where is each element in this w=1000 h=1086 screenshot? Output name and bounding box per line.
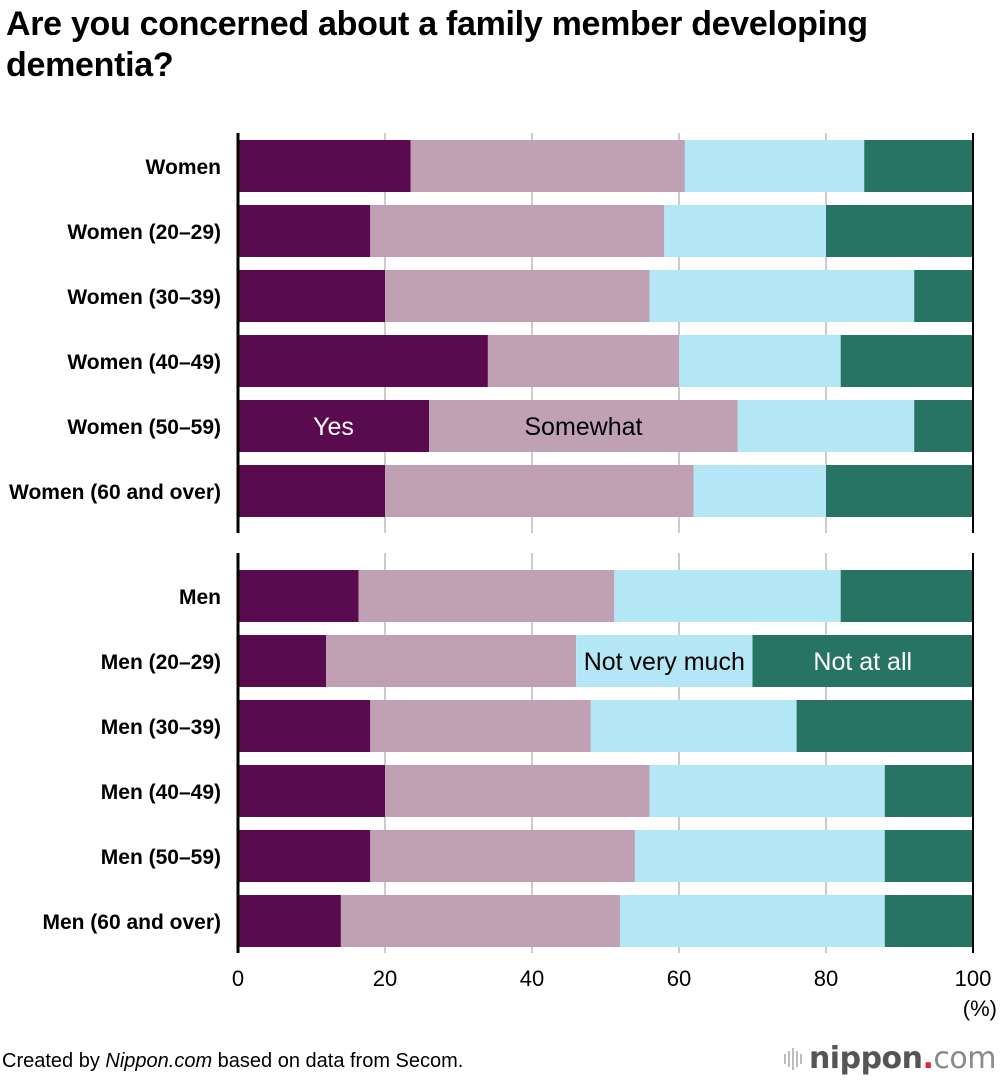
bar-segment-somewhat [370, 205, 665, 257]
bar-segment-yes [238, 205, 371, 257]
bar-segment-yes [238, 335, 488, 387]
bar-row [238, 635, 973, 687]
bar-segment-not-very-much [634, 830, 885, 882]
bar-segment-not-very-much [679, 335, 841, 387]
bar-segment-not-at-all [826, 205, 973, 257]
category-label: Women (40–49) [67, 351, 221, 374]
bar-segment-not-very-much [737, 400, 915, 452]
bar-segment-not-at-all [840, 335, 973, 387]
bar-segment-not-at-all [884, 830, 973, 882]
x-tick-label: 60 [667, 966, 691, 991]
bar-segment-yes [238, 570, 359, 622]
x-tick-label: 0 [232, 966, 244, 991]
bar-segment-not-at-all [796, 700, 973, 752]
sound-wave-icon [783, 1047, 802, 1070]
bar-segment-not-at-all [864, 140, 973, 192]
bar-segment-not-very-much [620, 895, 885, 947]
x-tick-labels: 0 20 40 60 80 100 (%) [232, 966, 997, 1021]
logo-dot: . [922, 1041, 934, 1076]
bar-segment-yes [238, 765, 385, 817]
credit-source-name: Nippon.com [105, 1050, 213, 1072]
bar-row [238, 335, 973, 387]
bar-segment-somewhat [385, 270, 650, 322]
bar-segment-not-very-much [576, 635, 753, 687]
legend-label-not-very-much: Not very much [584, 648, 745, 676]
credit-suffix: based on data from Secom. [212, 1050, 464, 1072]
bar-row [238, 765, 973, 817]
bar-segment-not-at-all [914, 400, 973, 452]
bar-row [238, 830, 973, 882]
bar-segment-yes [238, 270, 385, 322]
category-label: Men (50–59) [101, 846, 221, 869]
x-unit-label: (%) [963, 996, 997, 1021]
legend-label-not-at-all: Not at all [813, 648, 912, 676]
bar-segment-not-very-much [649, 270, 915, 322]
bar-segment-somewhat [385, 765, 650, 817]
x-tick-label: 100 [955, 966, 992, 991]
bar-segment-somewhat [326, 635, 577, 687]
bar-segment-yes [238, 400, 430, 452]
bar-row [238, 140, 973, 192]
nippon-logo: nippon.com [783, 1041, 996, 1076]
bar-row [238, 570, 973, 622]
bar-segment-yes [238, 465, 385, 517]
bar-row [238, 700, 973, 752]
bar-segment-not-at-all [884, 765, 973, 817]
bar-segment-not-very-much [649, 765, 885, 817]
category-label: Men (60 and over) [42, 911, 221, 934]
bar-row [238, 895, 973, 947]
bar-segment-not-very-much [693, 465, 826, 517]
logo-name: nippon [808, 1041, 923, 1076]
source-credit: Created by Nippon.com based on data from… [2, 1050, 463, 1073]
category-label: Women (30–39) [67, 286, 221, 309]
bar-segment-not-at-all [914, 270, 973, 322]
bar-segment-not-very-much [684, 140, 865, 192]
bar-row [238, 270, 973, 322]
legend-label-somewhat: Somewhat [524, 413, 642, 441]
bar-segment-yes [238, 635, 327, 687]
category-label: Men (40–49) [101, 781, 221, 804]
x-tick-label: 40 [520, 966, 544, 991]
bar-segment-somewhat [385, 465, 694, 517]
bar-row [238, 205, 973, 257]
bar-segment-somewhat [370, 700, 591, 752]
category-label: Women [146, 156, 221, 179]
x-tick-label: 20 [373, 966, 397, 991]
bar-segment-yes [238, 895, 341, 947]
bars [238, 140, 973, 947]
category-label: Women (20–29) [67, 221, 221, 244]
bar-segment-somewhat [358, 570, 615, 622]
bar-segment-yes [238, 700, 371, 752]
bar-segment-not-at-all [826, 465, 973, 517]
category-label: Women (60 and over) [9, 481, 221, 504]
logo-tld: com [933, 1041, 996, 1076]
category-label: Men (20–29) [101, 651, 221, 674]
category-label: Women (50–59) [67, 416, 221, 439]
category-label: Men (30–39) [101, 716, 221, 739]
bar-segment-not-at-all [752, 635, 973, 687]
bar-segment-somewhat [370, 830, 635, 882]
axes [236, 133, 974, 953]
bar-segment-not-very-much [664, 205, 826, 257]
bar-segment-not-very-much [614, 570, 841, 622]
bar-segment-somewhat [429, 400, 738, 452]
bar-segment-somewhat [487, 335, 679, 387]
bar-segment-somewhat [340, 895, 621, 947]
credit-prefix: Created by [2, 1050, 106, 1072]
bar-row [238, 465, 973, 517]
category-labels: Women Women (20–29) Women (30–39) Women (40… [9, 156, 221, 934]
inline-legend: Yes Somewhat Not very much Not at all [313, 413, 912, 676]
bar-segment-somewhat [410, 140, 685, 192]
bar-segment-not-at-all [884, 895, 973, 947]
bar-segment-yes [238, 140, 411, 192]
bar-segment-yes [238, 830, 371, 882]
chart-title: Are you concerned about a family member … [6, 5, 868, 84]
bar-segment-not-at-all [840, 570, 973, 622]
stacked-bar-chart: Women Women (20–29) Women (30–39) Women (40… [9, 133, 997, 1021]
legend-label-yes: Yes [313, 413, 354, 441]
x-tick-label: 80 [814, 966, 838, 991]
bar-row [238, 400, 973, 452]
bar-segment-not-very-much [590, 700, 797, 752]
category-label: Men [179, 586, 221, 609]
